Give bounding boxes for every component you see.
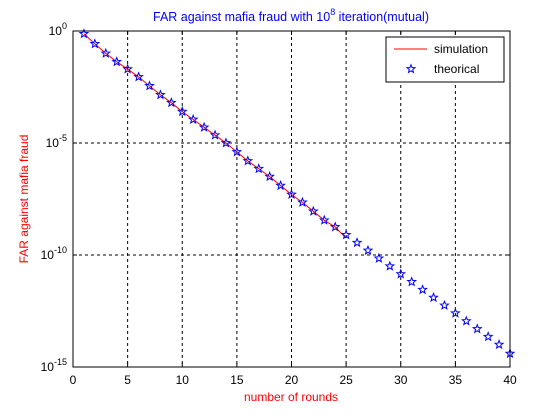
series-theorical-point bbox=[133, 71, 144, 82]
series-theorical-point bbox=[111, 56, 123, 67]
y-tick-label: 10-10 bbox=[41, 245, 67, 262]
series-theorical-point bbox=[428, 291, 439, 303]
y-tick-label: 100 bbox=[49, 21, 67, 38]
x-tick-label: 0 bbox=[70, 373, 77, 387]
series-theorical-point bbox=[253, 163, 265, 174]
x-tick-label: 10 bbox=[176, 373, 190, 387]
x-tick-label: 35 bbox=[449, 373, 463, 387]
series-theorical-point bbox=[460, 315, 472, 326]
series-theorical-point bbox=[450, 307, 461, 318]
series-theorical-point bbox=[362, 244, 374, 256]
y-tick-label: 10-15 bbox=[41, 357, 67, 374]
series-theorical-point bbox=[100, 47, 112, 58]
series-theorical-point bbox=[395, 268, 407, 279]
legend-box bbox=[385, 36, 505, 83]
series-theorical-point bbox=[297, 196, 308, 207]
chart-title: FAR against mafia fraud with 108 iterati… bbox=[153, 7, 429, 24]
series-theorical-point bbox=[155, 89, 166, 100]
series-theorical-point bbox=[209, 129, 221, 140]
x-tick-label: 20 bbox=[285, 373, 299, 387]
series-theorical-point bbox=[122, 63, 133, 74]
series-theorical-point bbox=[351, 237, 363, 248]
series-theorical-point bbox=[417, 284, 428, 295]
series-theorical-point bbox=[373, 252, 385, 263]
series-theorical-point bbox=[187, 113, 199, 125]
series-theorical-point bbox=[242, 155, 254, 166]
x-axis-label: number of rounds bbox=[244, 390, 338, 404]
series-theorical-point bbox=[220, 137, 232, 148]
series-theorical-point bbox=[78, 28, 90, 39]
series-theorical-point bbox=[308, 205, 319, 216]
title-exponent: 8 bbox=[330, 7, 335, 17]
legend-simulation-label: simulation bbox=[434, 42, 488, 56]
x-tick-label: 40 bbox=[503, 373, 517, 387]
x-tick-label: 15 bbox=[230, 373, 244, 387]
legend-theorical-star-icon bbox=[405, 63, 417, 74]
series-theorical-point bbox=[340, 229, 352, 240]
x-tick-label: 30 bbox=[394, 373, 408, 387]
series-theorical-point bbox=[439, 299, 450, 310]
legend-theorical-label: theorical bbox=[434, 62, 479, 76]
y-tick-labels: 100 10-5 10-10 10-15 bbox=[41, 21, 67, 374]
series-theorical-point bbox=[176, 106, 188, 117]
series-theorical-point bbox=[384, 260, 396, 271]
x-tick-labels: 0 5 10 15 20 25 30 35 40 bbox=[70, 373, 517, 387]
x-tick-label: 25 bbox=[339, 373, 353, 387]
series-theorical-point bbox=[144, 80, 155, 91]
series-simulation-line bbox=[83, 33, 347, 239]
y-tick-label: 10-5 bbox=[46, 133, 67, 150]
series-theorical-point bbox=[198, 121, 210, 132]
series-theorical-point bbox=[493, 339, 505, 350]
grid-lines bbox=[73, 31, 510, 367]
series-theorical-point bbox=[275, 179, 286, 191]
series-theorical-point bbox=[231, 146, 243, 157]
x-tick-label: 5 bbox=[124, 373, 131, 387]
legend: simulation theorical bbox=[385, 36, 505, 83]
y-axis-label: FAR against mafia fraud bbox=[17, 135, 31, 264]
axes-box bbox=[72, 30, 511, 368]
series-theorical-point bbox=[482, 331, 494, 342]
series-theorical-point bbox=[286, 188, 297, 200]
series-theorical-point bbox=[329, 221, 341, 232]
series-theorical-point bbox=[166, 97, 177, 108]
title-main: FAR against mafia fraud with 10 bbox=[153, 10, 330, 24]
series-theorical-point bbox=[406, 276, 417, 287]
data-series bbox=[78, 28, 516, 359]
series-theorical-point bbox=[89, 38, 101, 49]
series-theorical-point bbox=[318, 214, 330, 225]
title-tail: iteration(mutual) bbox=[335, 10, 429, 24]
series-theorical-point bbox=[471, 323, 483, 334]
series-theorical-point bbox=[264, 171, 275, 182]
